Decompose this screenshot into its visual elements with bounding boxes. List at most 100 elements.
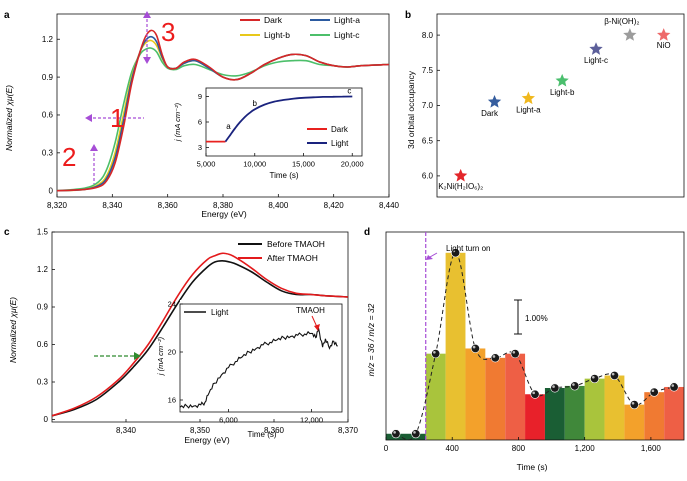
panel-c-ytick-label: 0.6 (37, 340, 49, 349)
panel-a-axes: 8,320 8,340 8,360 8,380 8,400 8,420 8,440 0 0.3 0… (42, 13, 400, 210)
star-marker (657, 28, 671, 41)
data-point (629, 400, 639, 410)
legend-a-label-light-a: Light-a (334, 15, 360, 25)
green-arrow (94, 352, 141, 360)
panel-d-trend (395, 252, 675, 441)
inset-a-ytick-label: 9 (198, 92, 202, 101)
panel-c-xlabel: Energy (eV) (184, 435, 230, 445)
inset-c-axes: 6,000 12,000 16 20 24 (168, 300, 343, 425)
inset-a-point-label: c (347, 87, 351, 96)
bar (564, 385, 585, 440)
bar (485, 357, 506, 440)
inset-a-legend: Dark Light (307, 125, 349, 148)
data-point-highlight (552, 385, 555, 388)
inset-a-xtick-label: 15,000 (292, 160, 315, 169)
star-marker (623, 28, 637, 41)
bar (664, 386, 684, 440)
bar (465, 348, 486, 440)
inset-a-series: a b c (205, 87, 353, 143)
inset-a-xlabel: Time (s) (269, 171, 298, 180)
inset-c-xtick-label: 12,000 (300, 416, 323, 425)
star-label: Light-a (516, 105, 541, 114)
panel-c-legend: Before TMAOH After TMAOH (238, 239, 325, 263)
data-point (411, 429, 421, 439)
panel-a-ytick-label: 0.3 (42, 148, 54, 157)
bar (505, 353, 526, 440)
inset-a-point-label: b (253, 99, 258, 108)
data-point-highlight (472, 345, 476, 349)
panel-c-ytick-label: 1.2 (37, 265, 49, 274)
panel-a: a Normalized χμ(E) Energy (eV) 8,320 8,34… (4, 10, 400, 219)
data-point-highlight (592, 375, 595, 379)
purple-arrows (85, 11, 151, 184)
inset-a-xtick-label: 5,000 (197, 160, 216, 169)
inset-a-legend-label-light: Light (331, 139, 349, 148)
panel-c-xtick-label: 8,340 (116, 426, 137, 435)
panel-d: d m/z = 36 / m/z = 32 Time (s) 0 400 800 1,… (364, 227, 685, 472)
panel-d-axes: 0 400 800 1,200 1,600 (384, 231, 685, 453)
inset-c-ylabel: j (mA cm⁻²) (156, 336, 165, 376)
data-point (530, 389, 540, 399)
data-point-highlight (671, 384, 675, 387)
data-point-highlight (413, 431, 416, 434)
inset-c-ytick-label: 16 (168, 396, 176, 405)
panel-a-xtick-label: 8,440 (379, 201, 400, 210)
inset-c-ytick-label: 24 (168, 300, 176, 309)
panel-d-xtick-label: 1,600 (641, 444, 662, 453)
light-on-label: Light turn on (446, 244, 490, 253)
panel-c-axes: 8,340 8,350 8,360 8,370 0 0.3 0.6 0.9 1.2 1.5 (37, 228, 359, 435)
panel-b-ytick-label: 6.0 (422, 172, 434, 181)
star-label: NiO (657, 41, 671, 50)
panel-d-xtick-label: 400 (446, 444, 460, 453)
panel-c-ytick-label: 0.3 (37, 378, 49, 387)
data-point (391, 429, 401, 439)
inset-a-axes: 5,000 10,000 15,000 20,000 3 6 9 (197, 87, 364, 169)
data-point-highlight (631, 401, 635, 405)
bar (624, 404, 645, 440)
inset-c-ytick-label: 20 (168, 348, 176, 357)
inset-c-series-light (179, 327, 338, 409)
inset-c-xtick-label: 6,000 (219, 416, 238, 425)
star-label: β-Ni(OH)₂ (604, 17, 639, 26)
panel-a-series (56, 29, 390, 192)
bar (525, 394, 545, 440)
annotation-1: 1 (110, 103, 124, 133)
panel-label-a: a (4, 10, 10, 21)
panel-b-ytick-label: 6.5 (422, 136, 434, 145)
panel-a-inset: j (mA cm⁻²) Time (s) 5,000 10,000 15,000 20… (173, 87, 364, 180)
panel-d-xtick-label: 0 (384, 444, 389, 453)
panel-a-xlabel: Energy (eV) (201, 209, 247, 219)
panel-a-ytick-label: 0.9 (42, 73, 54, 82)
inset-a-series-light (224, 95, 353, 143)
data-point-highlight (452, 250, 456, 253)
star-label: K₂Ni(H₂IO₆)₂ (438, 182, 483, 191)
panel-c-ylabel: Normalized χμ(E) (8, 297, 18, 363)
legend-c-label-after: After TMAOH (267, 253, 318, 263)
panel-c-xtick-label: 8,360 (264, 426, 285, 435)
legend-c-label-before: Before TMAOH (267, 239, 325, 249)
data-point-highlight (393, 431, 396, 434)
scale-bar-label: 1.00% (525, 314, 548, 323)
data-point-highlight (611, 372, 615, 376)
panel-a-ylabel: Normalized χμ(E) (4, 85, 14, 151)
inset-c-xlabel: Time (s) (247, 430, 276, 439)
data-point (590, 374, 600, 384)
panel-b-ytick-label: 7.0 (422, 101, 434, 110)
star-marker (454, 168, 468, 182)
panel-d-ylabel: m/z = 36 / m/z = 32 (366, 303, 376, 376)
star-marker (555, 73, 569, 87)
panel-label-b: b (405, 10, 411, 21)
inset-a-legend-label-dark: Dark (331, 125, 349, 134)
data-point (490, 353, 500, 363)
data-point (649, 387, 659, 397)
bar (544, 388, 565, 440)
series-dark (56, 29, 390, 192)
data-point-highlight (572, 383, 575, 386)
inset-a-point-label: a (226, 122, 231, 131)
annotation-3: 3 (161, 17, 175, 47)
panel-d-bars (386, 252, 684, 440)
panel-label-d: d (364, 227, 370, 238)
panel-c-series (51, 252, 349, 417)
data-point-highlight (492, 355, 496, 358)
panel-a-xtick-label: 8,380 (213, 201, 234, 210)
